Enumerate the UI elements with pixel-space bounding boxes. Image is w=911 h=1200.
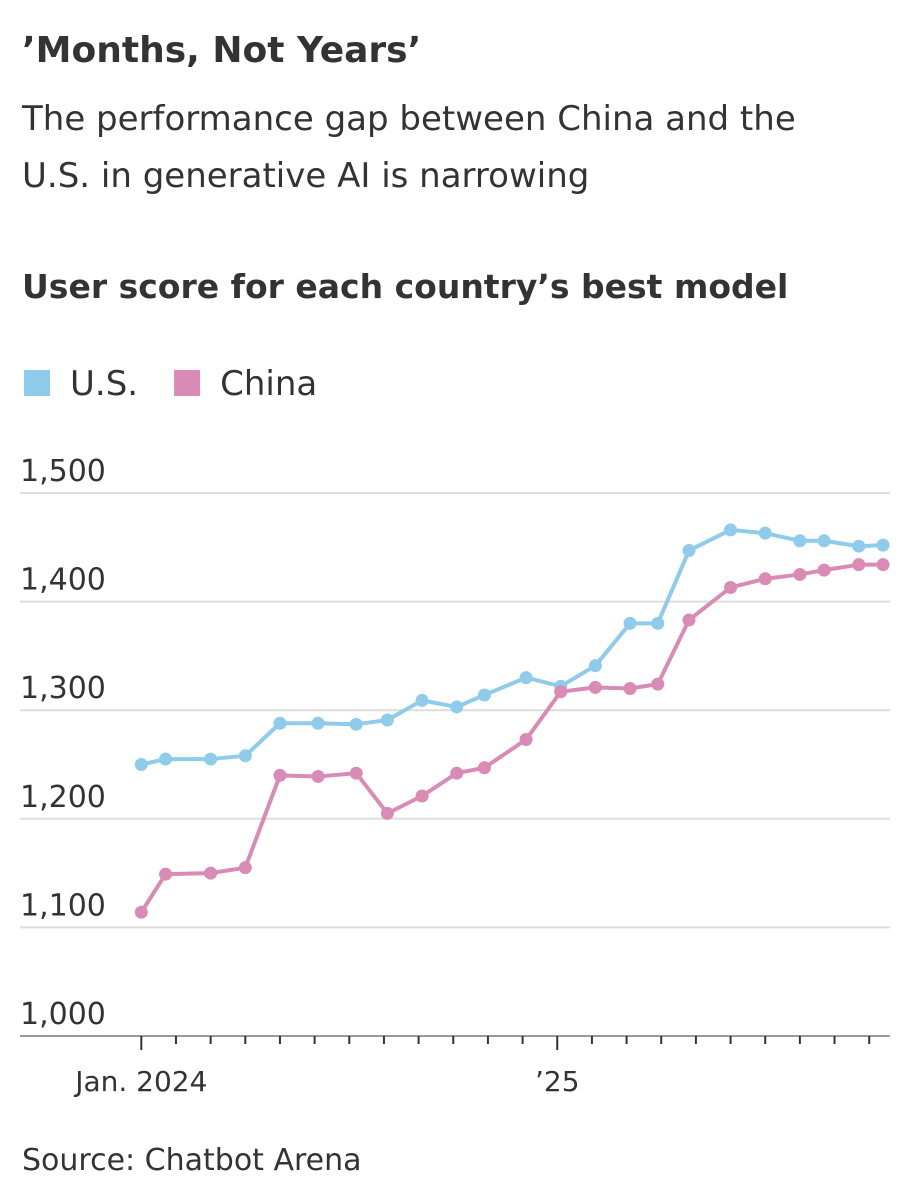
data-point	[623, 681, 637, 695]
data-point	[415, 693, 429, 707]
data-point	[273, 768, 287, 782]
legend-swatch	[174, 370, 201, 396]
data-point	[682, 544, 696, 558]
data-point	[651, 616, 665, 630]
y-tick-label: 1,000	[20, 997, 106, 1032]
data-point	[311, 716, 325, 730]
data-point	[519, 733, 533, 747]
data-point	[554, 685, 568, 699]
data-point	[724, 580, 738, 594]
data-point	[682, 613, 696, 627]
subtitle-line: U.S. in generative AI is narrowing	[22, 156, 589, 196]
source: Source: Chatbot Arena	[22, 1143, 362, 1178]
y-tick-label: 1,400	[20, 563, 106, 598]
chart-subtitle: User score for each country’s best model	[22, 267, 788, 306]
subtitle-line: The performance gap between China and th…	[21, 99, 796, 139]
data-point	[876, 558, 890, 572]
data-point	[651, 677, 665, 691]
legend-label: U.S.	[70, 364, 138, 404]
data-point	[793, 534, 807, 548]
data-point	[477, 761, 491, 775]
data-point	[817, 534, 831, 548]
chart-title: ’Months, Not Years’	[22, 30, 421, 71]
data-point	[450, 766, 464, 780]
data-point	[204, 866, 218, 880]
data-point	[758, 572, 772, 586]
data-point	[204, 752, 218, 766]
data-point	[134, 758, 148, 771]
data-point	[380, 713, 394, 727]
data-point	[159, 752, 173, 766]
data-point	[876, 538, 890, 552]
data-point	[817, 563, 831, 577]
y-tick-label: 1,300	[20, 671, 106, 706]
data-point	[519, 671, 533, 685]
y-tick-label: 1,500	[20, 454, 106, 489]
data-point	[588, 680, 602, 694]
x-tick-label: Jan. 2024	[73, 1065, 207, 1098]
data-point	[380, 806, 394, 820]
data-point	[852, 558, 866, 572]
data-point	[477, 688, 491, 702]
data-point	[724, 523, 738, 537]
y-tick-label: 1,200	[20, 780, 106, 815]
data-point	[415, 789, 429, 803]
legend-label: China	[220, 364, 317, 404]
data-point	[349, 717, 363, 731]
data-point	[134, 905, 148, 919]
data-point	[623, 616, 637, 630]
x-tick-label: ’25	[535, 1065, 580, 1098]
subtitle: The performance gap between China and th…	[21, 99, 796, 196]
data-point	[238, 861, 252, 875]
series-line	[139, 562, 884, 914]
data-point	[349, 766, 363, 780]
data-point	[311, 769, 325, 783]
y-tick-label: 1,100	[20, 888, 106, 923]
legend-swatch	[24, 370, 50, 396]
series-line	[140, 527, 884, 767]
data-point	[159, 867, 173, 881]
data-point	[758, 526, 772, 540]
data-point	[588, 659, 602, 673]
data-point	[852, 539, 866, 553]
data-point	[238, 749, 252, 763]
data-point	[273, 716, 287, 730]
data-point	[450, 700, 464, 714]
data-point	[793, 567, 807, 581]
